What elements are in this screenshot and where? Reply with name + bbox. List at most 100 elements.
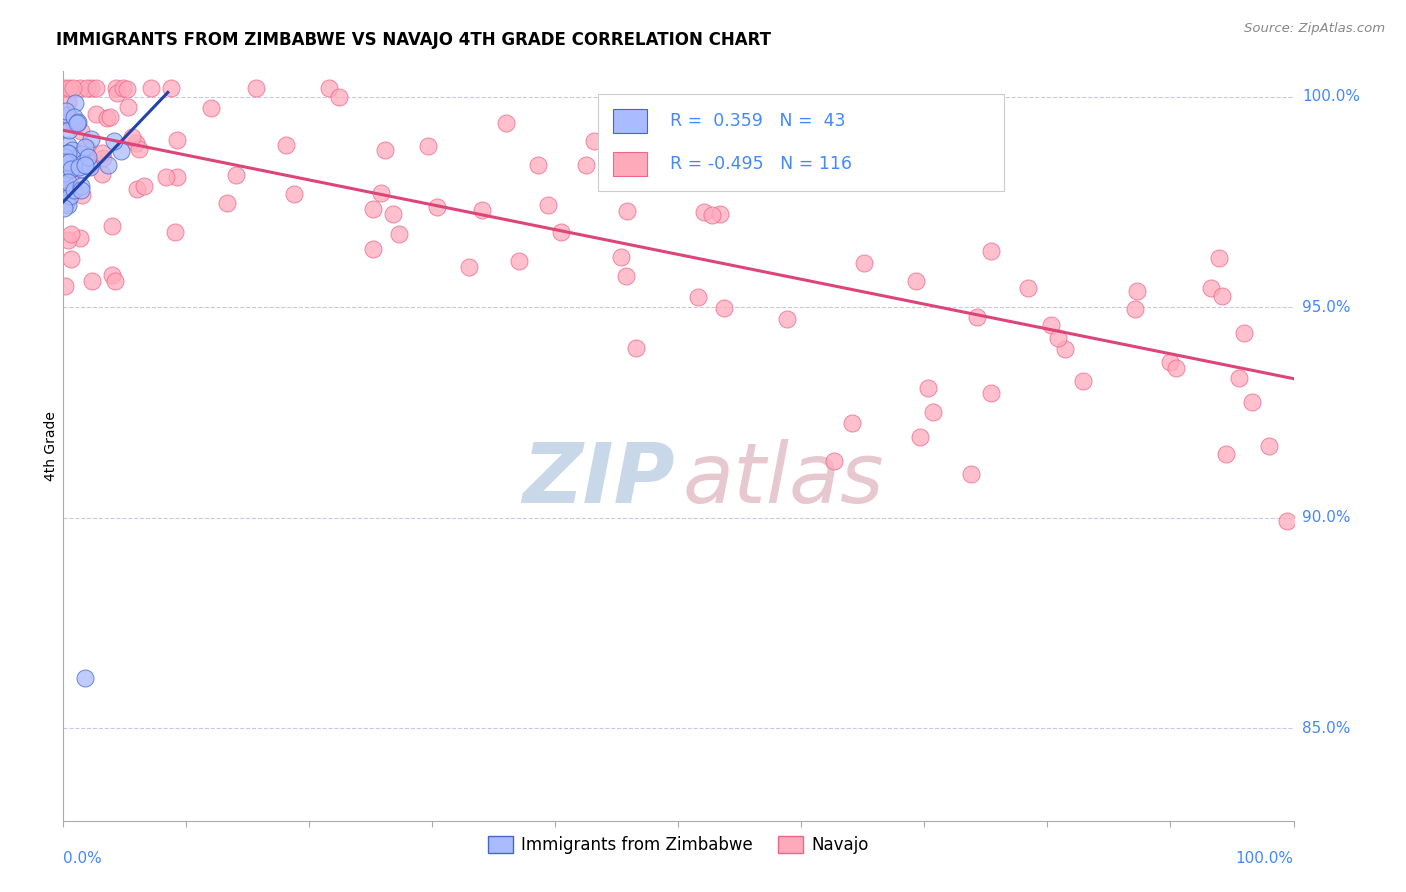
Text: 100.0%: 100.0% — [1302, 89, 1360, 104]
Point — [104, 274, 127, 288]
Point — [1159, 355, 1181, 369]
Point — [610, 250, 633, 264]
Point — [62, 110, 84, 124]
Point — [75, 158, 97, 172]
Point — [527, 157, 550, 171]
Point — [53, 157, 76, 171]
Point — [70, 124, 93, 138]
Point — [495, 115, 517, 129]
Point — [624, 341, 647, 355]
Point — [853, 256, 876, 270]
Point — [76, 141, 98, 155]
Point — [980, 244, 1002, 258]
Point — [70, 183, 93, 197]
Point — [69, 230, 91, 244]
Point — [53, 279, 76, 293]
Point — [1039, 318, 1062, 332]
Point — [58, 81, 80, 95]
Point — [117, 100, 139, 114]
Point — [328, 90, 350, 104]
Point — [58, 155, 80, 169]
Point — [370, 186, 392, 200]
Point — [58, 122, 80, 136]
Point — [59, 189, 82, 203]
Point — [63, 183, 86, 197]
Point — [1126, 285, 1149, 299]
Point — [58, 147, 80, 161]
Point — [225, 168, 247, 182]
Point — [1233, 326, 1256, 340]
Point — [1053, 343, 1076, 357]
Point — [98, 110, 121, 124]
Point — [458, 260, 481, 274]
Point — [52, 161, 75, 175]
Text: 85.0%: 85.0% — [1302, 721, 1350, 736]
Point — [63, 116, 86, 130]
Point — [1071, 374, 1094, 388]
Point — [72, 188, 94, 202]
Point — [56, 146, 79, 161]
Point — [55, 195, 77, 210]
Point — [361, 242, 384, 256]
Point — [70, 162, 93, 177]
Point — [67, 161, 90, 175]
Point — [66, 117, 89, 131]
Point — [1258, 439, 1281, 453]
Point — [783, 173, 806, 187]
Point — [107, 86, 129, 100]
Point — [471, 203, 494, 218]
Point — [959, 467, 981, 482]
Point — [574, 158, 596, 172]
Point — [276, 138, 298, 153]
Point — [91, 151, 114, 165]
Point — [426, 200, 449, 214]
Point — [75, 140, 97, 154]
Legend: Immigrants from Zimbabwe, Navajo: Immigrants from Zimbabwe, Navajo — [481, 830, 876, 861]
Point — [112, 81, 135, 95]
Text: 90.0%: 90.0% — [1302, 510, 1350, 525]
Point — [823, 453, 845, 467]
Point — [713, 301, 735, 315]
Text: IMMIGRANTS FROM ZIMBABWE VS NAVAJO 4TH GRADE CORRELATION CHART: IMMIGRANTS FROM ZIMBABWE VS NAVAJO 4TH G… — [56, 31, 772, 49]
Point — [77, 150, 100, 164]
Point — [52, 171, 75, 186]
Point — [134, 179, 156, 194]
Point — [97, 158, 120, 172]
Point — [66, 116, 89, 130]
Text: 0.0%: 0.0% — [63, 851, 103, 866]
Point — [614, 269, 637, 284]
Point — [96, 112, 118, 126]
Point — [550, 225, 572, 239]
Point — [139, 81, 162, 95]
Point — [53, 155, 76, 169]
Point — [1208, 251, 1230, 265]
Point — [1227, 370, 1250, 384]
Point — [52, 183, 75, 197]
Point — [128, 142, 150, 156]
Point — [110, 145, 132, 159]
Text: 100.0%: 100.0% — [1236, 851, 1294, 866]
Point — [361, 202, 384, 217]
Point — [59, 169, 82, 184]
Point — [125, 136, 148, 151]
Point — [745, 169, 768, 183]
Point — [79, 156, 101, 170]
Point — [1241, 395, 1264, 409]
Text: R =  0.359   N =  43: R = 0.359 N = 43 — [669, 112, 845, 130]
Point — [121, 129, 143, 144]
Point — [537, 198, 560, 212]
Point — [79, 160, 101, 174]
Point — [76, 81, 98, 95]
Point — [910, 430, 932, 444]
Point — [652, 134, 675, 148]
Point — [709, 207, 731, 221]
Point — [53, 180, 76, 194]
Point — [56, 145, 79, 160]
Text: 95.0%: 95.0% — [1302, 300, 1350, 315]
Point — [60, 162, 83, 177]
Point — [65, 95, 87, 110]
FancyBboxPatch shape — [613, 109, 647, 133]
Text: R = -0.495   N = 116: R = -0.495 N = 116 — [669, 155, 852, 173]
Point — [103, 134, 125, 148]
Point — [1017, 281, 1039, 295]
